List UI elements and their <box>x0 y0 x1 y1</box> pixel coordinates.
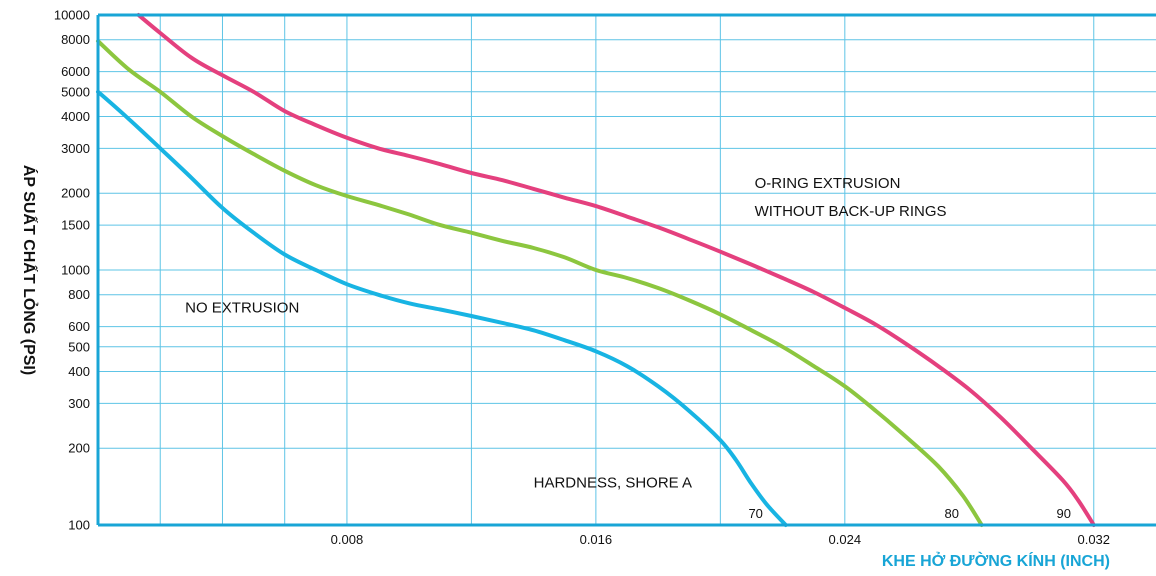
y-tick-label: 10000 <box>54 8 90 23</box>
annotation-extrusion-line1: O-RING EXTRUSION <box>755 175 901 192</box>
series-label-shore-80: 80 <box>945 506 959 521</box>
y-tick-label: 200 <box>68 441 90 456</box>
annotations: NO EXTRUSION O-RING EXTRUSION WITHOUT BACK… <box>185 175 946 492</box>
y-tick-label: 1000 <box>61 263 90 278</box>
x-axis-label: KHE HỞ ĐƯỜNG KÍNH (INCH) <box>882 551 1110 570</box>
curves <box>96 13 1096 527</box>
y-tick-label: 300 <box>68 396 90 411</box>
y-tick-label: 600 <box>68 319 90 334</box>
y-tick-label: 3000 <box>61 141 90 156</box>
y-tick-label: 2000 <box>61 186 90 201</box>
series-line-shore-80 <box>96 39 984 527</box>
legend-title-hardness: HARDNESS, SHORE A <box>534 475 692 492</box>
series-label-shore-70: 70 <box>748 506 762 521</box>
x-tick-label: 0.008 <box>331 532 364 547</box>
y-tick-labels: 100 200 300 400 500 600 800 1000 1500 2000 3000 400… <box>54 8 90 533</box>
x-tick-labels: 0.008 0.016 0.024 0.032 <box>331 532 1110 547</box>
y-tick-label: 5000 <box>61 84 90 99</box>
y-tick-label: 400 <box>68 364 90 379</box>
hardness-labels: 70 80 90 <box>748 506 1071 521</box>
y-tick-label: 4000 <box>61 109 90 124</box>
x-tick-label: 0.032 <box>1077 532 1110 547</box>
series-line-shore-70 <box>96 89 788 527</box>
annotation-extrusion-line2: WITHOUT BACK-UP RINGS <box>755 203 947 220</box>
y-tick-label: 6000 <box>61 64 90 79</box>
y-tick-label: 800 <box>68 287 90 302</box>
y-tick-label: 500 <box>68 339 90 354</box>
series-label-shore-90: 90 <box>1057 506 1071 521</box>
series-line-shore-90 <box>136 13 1096 527</box>
axes <box>96 13 1156 527</box>
y-tick-label: 1500 <box>61 218 90 233</box>
x-tick-label: 0.024 <box>829 532 862 547</box>
x-tick-label: 0.016 <box>580 532 613 547</box>
y-tick-label: 100 <box>68 518 90 533</box>
y-tick-label: 8000 <box>61 32 90 47</box>
y-axis-label: ÁP SUẤT CHẤT LỎNG (PSI) <box>20 165 39 375</box>
annotation-no-extrusion: NO EXTRUSION <box>185 300 299 317</box>
